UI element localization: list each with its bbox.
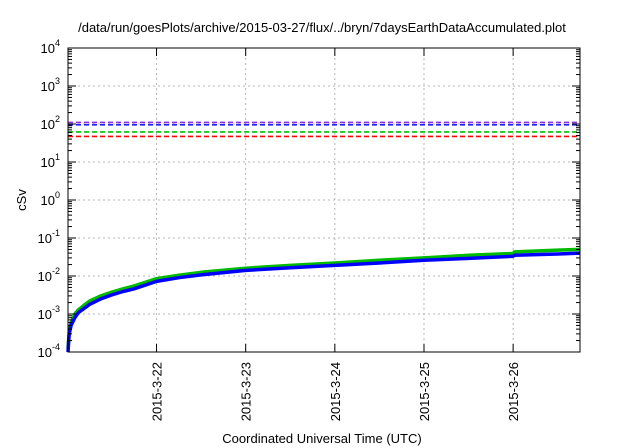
y-tick-label: 103 — [41, 76, 60, 94]
x-tick-labels: 2015-3-22 2015-3-23 2015-3-24 2015-3-25 2015… — [150, 362, 522, 421]
y-tick-exponent: 1 — [55, 152, 60, 162]
y-tick-label: 10-1 — [38, 228, 60, 246]
series-line — [66, 247, 581, 350]
y-axis-label: cSv — [14, 189, 29, 211]
x-tick-label: 2015-3-22 — [150, 362, 165, 421]
y-tick-label: 10-2 — [38, 266, 60, 284]
y-tick-label: 10-4 — [38, 342, 60, 360]
chart-title: /data/run/goesPlots/archive/2015-03-27/f… — [78, 20, 566, 35]
series-line — [66, 251, 581, 353]
y-tick-exponent: 0 — [55, 190, 60, 200]
y-tick-exponent: 4 — [55, 38, 60, 48]
y-tick-label: 10-3 — [38, 304, 60, 322]
x-tick-label: 2015-3-26 — [506, 362, 521, 421]
y-tick-label: 100 — [41, 190, 60, 208]
y-tick-exponent: -4 — [52, 342, 60, 352]
y-tick-label: 104 — [41, 38, 60, 56]
x-tick-label: 2015-3-23 — [239, 362, 254, 421]
grid — [68, 48, 580, 352]
y-tick-exponent: -3 — [52, 304, 60, 314]
x-tick-label: 2015-3-24 — [328, 362, 343, 421]
y-tick-label: 102 — [41, 114, 60, 132]
y-tick-label: 101 — [41, 152, 60, 170]
series-lines — [66, 247, 581, 353]
y-tick-exponent: 2 — [55, 114, 60, 124]
threshold-lines — [68, 121, 580, 138]
y-tick-exponent: -2 — [52, 266, 60, 276]
x-axis-label: Coordinated Universal Time (UTC) — [222, 431, 421, 446]
y-tick-exponent: -1 — [52, 228, 60, 238]
y-tick-exponent: 3 — [55, 76, 60, 86]
ticks — [68, 47, 580, 353]
x-tick-label: 2015-3-25 — [417, 362, 432, 421]
